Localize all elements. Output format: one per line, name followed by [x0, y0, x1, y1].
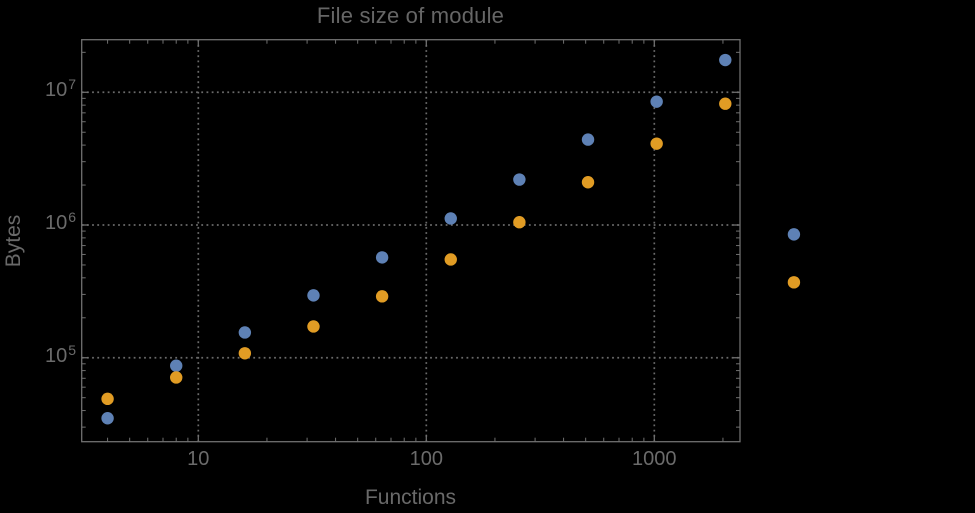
orange-series-point: [307, 320, 320, 333]
chart-title: File size of module: [316, 3, 505, 28]
blue-series-point: [650, 95, 663, 108]
orange-series-point: [513, 215, 526, 229]
orange-series-point: [581, 176, 595, 189]
blue-series-point: [787, 228, 801, 241]
x-axis-label: Functions: [364, 486, 457, 509]
blue-series-point: [444, 212, 457, 225]
blue-series-point: [238, 326, 252, 339]
orange-series-point: [719, 97, 732, 110]
blue-series-point: [513, 173, 526, 186]
orange-series-point: [650, 137, 663, 150]
orange-series-point: [787, 276, 801, 289]
orange-series-point: [101, 392, 114, 406]
blue-series-point: [375, 251, 389, 264]
orange-series-point: [170, 371, 183, 384]
blue-series-point: [170, 359, 183, 372]
orange-series-point: [238, 347, 252, 360]
plot-frame: [81, 39, 741, 443]
blue-series-point: [581, 133, 595, 146]
blue-series-point: [101, 412, 114, 425]
orange-series-point: [444, 253, 457, 266]
blue-series-point: [307, 289, 320, 302]
orange-series-point: [375, 290, 389, 303]
blue-series-point: [719, 53, 732, 67]
